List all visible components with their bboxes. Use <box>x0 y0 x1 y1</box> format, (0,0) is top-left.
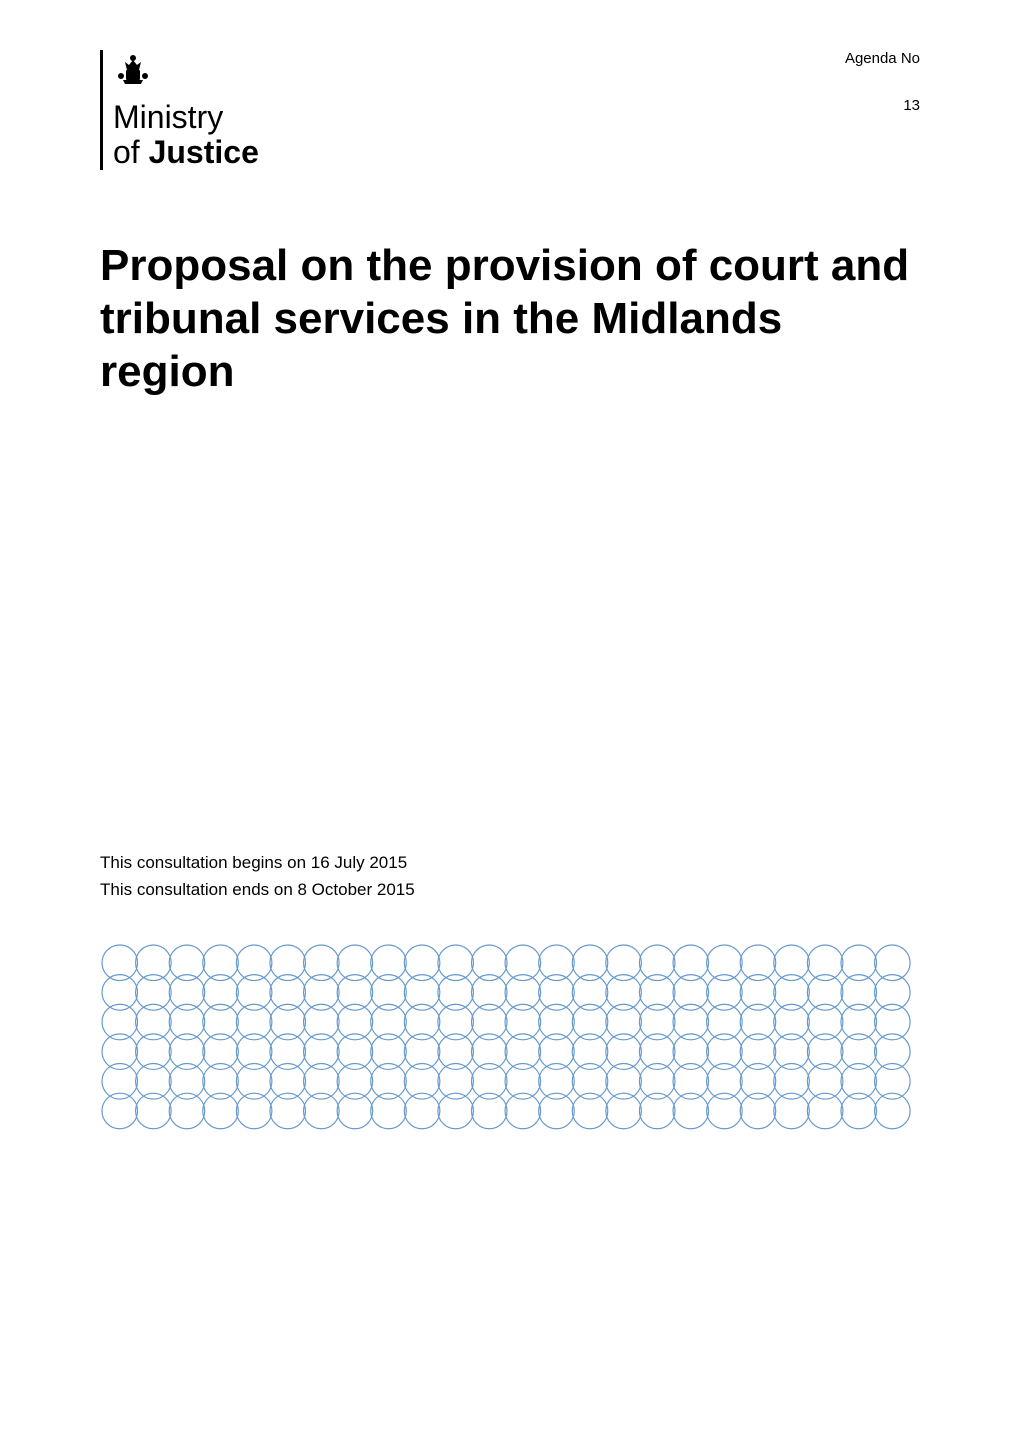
header-row: Ministry of Justice Agenda No 13 <box>100 50 920 170</box>
logo-vertical-line <box>100 50 103 170</box>
circle-pattern-svg <box>100 943 920 1131</box>
consultation-begins: This consultation begins on 16 July 2015 <box>100 849 920 876</box>
logo-content: Ministry of Justice <box>113 50 259 170</box>
decorative-pattern <box>100 943 920 1136</box>
document-page: Ministry of Justice Agenda No 13 Proposa… <box>0 0 1020 1442</box>
justice-text: Justice <box>149 134 259 170</box>
ministry-line2: of Justice <box>113 135 259 170</box>
ministry-logo: Ministry of Justice <box>100 50 259 170</box>
agenda-block: Agenda No 13 <box>845 50 920 114</box>
of-text: of <box>113 134 149 170</box>
ministry-name: Ministry of Justice <box>113 100 259 170</box>
agenda-number: 13 <box>845 97 920 114</box>
royal-crest-icon <box>113 50 259 95</box>
agenda-label: Agenda No <box>845 50 920 67</box>
ministry-line1: Ministry <box>113 100 259 135</box>
document-title: Proposal on the provision of court and t… <box>100 240 920 398</box>
consultation-ends: This consultation ends on 8 October 2015 <box>100 876 920 903</box>
consultation-dates: This consultation begins on 16 July 2015… <box>100 849 920 903</box>
